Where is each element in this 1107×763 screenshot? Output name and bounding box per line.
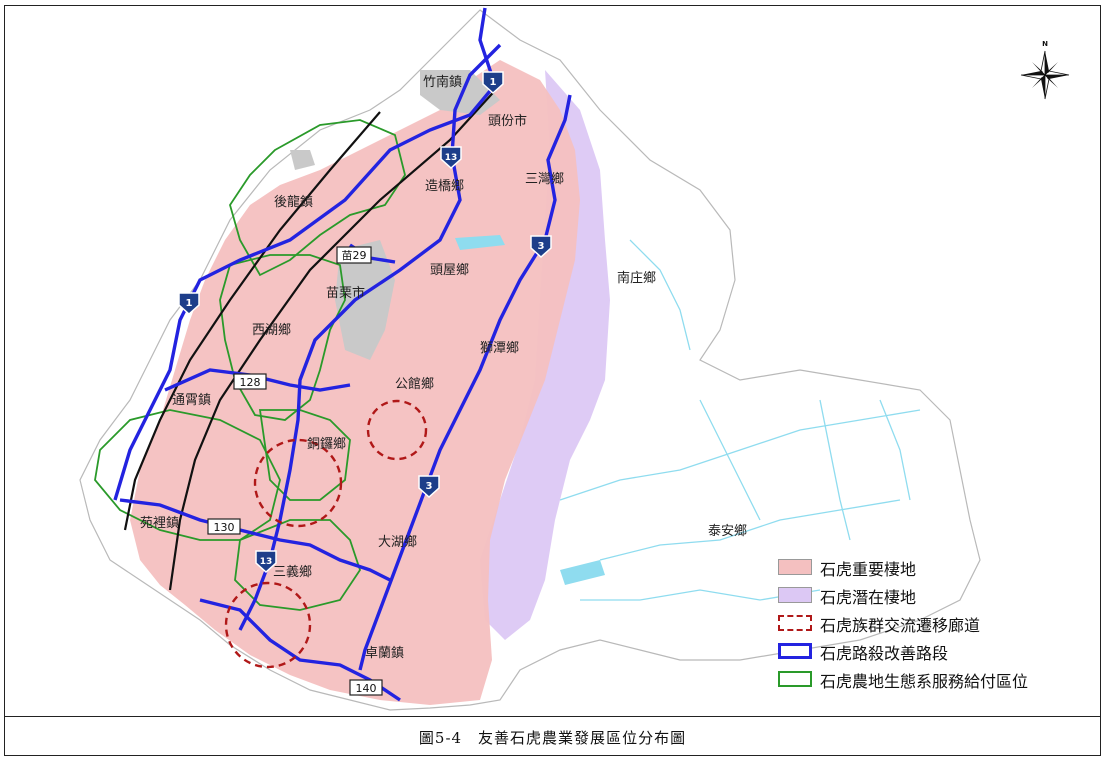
river-network bbox=[559, 239, 921, 601]
place-label: 獅潭鄉 bbox=[480, 340, 519, 356]
county-29-shield: 苗29 bbox=[336, 246, 372, 264]
place-label: 三義鄉 bbox=[273, 564, 312, 580]
provincial-128-route bbox=[164, 368, 351, 392]
place-label: 銅鑼鄉 bbox=[307, 436, 346, 452]
legend-label: 石虎農地生態系服務給付區位 bbox=[820, 672, 1029, 691]
place-label: 苗栗市 bbox=[326, 285, 365, 301]
svg-text:140: 140 bbox=[356, 682, 377, 695]
svg-text:苗29: 苗29 bbox=[342, 249, 367, 262]
reservoirs bbox=[455, 235, 605, 585]
freeway-3-shield-north: 3 bbox=[530, 235, 552, 259]
freeway-3-route bbox=[358, 94, 572, 671]
place-label: 三灣鄉 bbox=[525, 171, 564, 187]
legend-label: 石虎路殺改善路段 bbox=[820, 644, 949, 663]
legend-label: 石虎潛在棲地 bbox=[820, 588, 917, 607]
place-labels: 竹南鎮 頭份市 造橋鄉 三灣鄉 後龍鎮 苗栗市 頭屋鄉 南庄鄉 西湖鄉 獅潭鄉 … bbox=[140, 74, 747, 661]
provincial-130-shield: 130 bbox=[207, 518, 241, 535]
place-label: 苑裡鎮 bbox=[140, 515, 179, 531]
caption-bar: 圖5-4 友善石虎農業發展區位分布圖 bbox=[4, 716, 1101, 756]
legend-swatch-blue bbox=[778, 643, 812, 659]
railways bbox=[123, 84, 501, 591]
place-label: 頭份市 bbox=[488, 113, 527, 129]
svg-text:13: 13 bbox=[445, 153, 458, 163]
place-label: 西湖鄉 bbox=[252, 322, 291, 338]
place-label: 大湖鄉 bbox=[378, 534, 417, 550]
place-label: 公館鄉 bbox=[395, 376, 434, 392]
legend-swatch-purple bbox=[778, 587, 812, 603]
provincial-128-shield: 128 bbox=[233, 373, 267, 390]
svg-text:3: 3 bbox=[426, 481, 433, 492]
provincial-130-route bbox=[119, 498, 391, 582]
svg-text:13: 13 bbox=[260, 557, 273, 567]
legend-label: 石虎族群交流遷移廊道 bbox=[820, 616, 981, 635]
figure-caption: 圖5-4 友善石虎農業發展區位分布圖 bbox=[418, 729, 687, 747]
legend-item-roadkill: 石虎路殺改善路段 bbox=[778, 639, 1078, 667]
freeway-1-shield-north: 1 bbox=[482, 71, 504, 95]
map: 竹南鎮 頭份市 造橋鄉 三灣鄉 後龍鎮 苗栗市 頭屋鄉 南庄鄉 西湖鄉 獅潭鄉 … bbox=[79, 7, 1070, 711]
corridor-gongguan bbox=[366, 399, 428, 461]
payment-area-boundaries bbox=[94, 119, 406, 611]
provincial-140-shield: 140 bbox=[349, 679, 383, 696]
freeway-1-route bbox=[113, 7, 497, 501]
svg-text:3: 3 bbox=[538, 241, 545, 252]
roadkill-road-sections bbox=[113, 7, 572, 702]
legend-item-important-habitat: 石虎重要棲地 bbox=[778, 555, 1078, 583]
place-label: 通霄鎮 bbox=[172, 392, 211, 408]
svg-text:1: 1 bbox=[186, 298, 193, 309]
legend-swatch-red-dashed bbox=[778, 615, 812, 631]
place-label: 頭屋鄉 bbox=[430, 262, 469, 278]
freeway-3-shield-south: 3 bbox=[418, 475, 440, 499]
legend-item-corridor: 石虎族群交流遷移廊道 bbox=[778, 611, 1078, 639]
svg-text:N: N bbox=[1042, 40, 1048, 48]
compass-rose-icon: N bbox=[1020, 40, 1070, 100]
migration-corridors bbox=[224, 399, 428, 669]
svg-text:1: 1 bbox=[490, 77, 497, 88]
legend-item-payment-area: 石虎農地生態系服務給付區位 bbox=[778, 667, 1078, 695]
legend: 石虎重要棲地 石虎潛在棲地 石虎族群交流遷移廊道 石虎路殺改善路段 石虎農地生態… bbox=[778, 555, 1078, 695]
freeway-1-shield-west: 1 bbox=[178, 292, 200, 316]
place-label: 泰安鄉 bbox=[708, 523, 747, 539]
place-label: 南庄鄉 bbox=[617, 270, 656, 286]
freeway-13-shield-south: 13 bbox=[255, 550, 277, 574]
place-label: 竹南鎮 bbox=[423, 74, 462, 90]
figure-frame bbox=[4, 5, 1101, 756]
corridor-tongluo bbox=[253, 438, 343, 528]
legend-swatch-pink bbox=[778, 559, 812, 575]
place-label: 卓蘭鎮 bbox=[365, 645, 404, 661]
legend-label: 石虎重要棲地 bbox=[820, 560, 917, 579]
legend-swatch-green bbox=[778, 671, 812, 687]
important-habitat-area bbox=[130, 60, 580, 705]
svg-text:128: 128 bbox=[240, 376, 261, 389]
freeway-13-shield-north: 13 bbox=[440, 146, 462, 170]
legend-item-potential-habitat: 石虎潛在棲地 bbox=[778, 583, 1078, 611]
corridor-sanyi bbox=[224, 581, 312, 669]
svg-text:130: 130 bbox=[214, 521, 235, 534]
place-label: 後龍鎮 bbox=[274, 194, 313, 210]
place-label: 造橋鄉 bbox=[425, 178, 464, 194]
